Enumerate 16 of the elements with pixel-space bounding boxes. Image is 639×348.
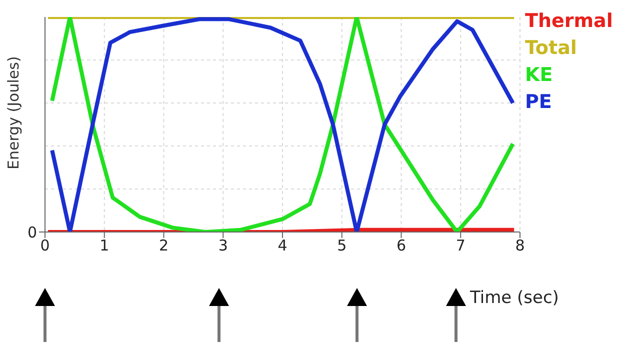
x-tick-label: 4 [278,236,288,255]
text: Thermal [525,9,614,34]
series-label: PE [525,90,553,115]
x-tick-label: 0 [40,236,50,255]
text: 0 [27,223,37,242]
x-tick-label: 1 [100,236,110,255]
x-tick-label: 5 [337,236,347,255]
x-tick-label: 2 [158,236,169,255]
text: KE [525,63,554,88]
x-tick-label: 7 [456,236,466,255]
x-tick-label: 8 [515,236,525,255]
series-label: Total [525,36,578,61]
y-axis-title: Energy (Joules) [4,56,22,170]
x-axis-title: Time (sec) [470,288,559,308]
x-tick-label: 6 [396,236,406,255]
x-tick-label: 3 [218,236,228,255]
